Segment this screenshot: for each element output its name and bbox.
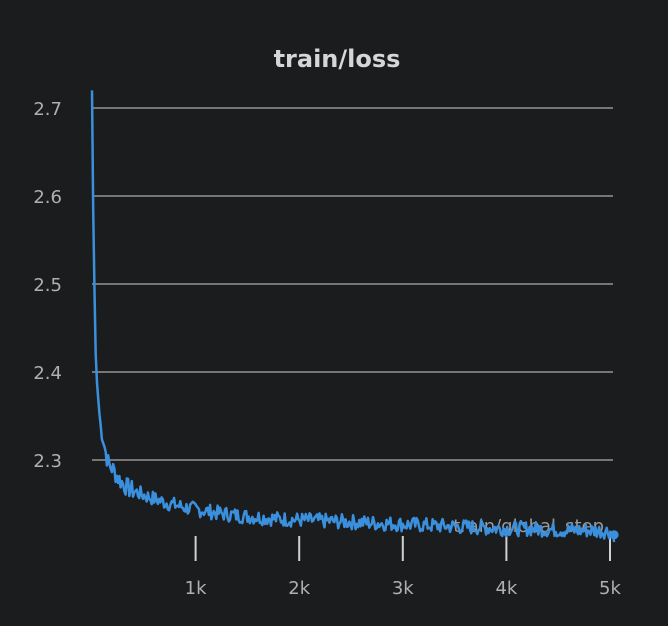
- x-tick-label: 4k: [495, 578, 517, 599]
- y-axis-ticks: 2.3 2.4 2.5 2.6 2.7: [33, 99, 62, 472]
- y-tick-label: 2.6: [33, 187, 62, 208]
- x-tick-label: 2k: [288, 578, 310, 599]
- x-tick-label: 1k: [185, 578, 207, 599]
- x-tick-label: 3k: [392, 578, 414, 599]
- series-line-loss: [90, 90, 616, 543]
- series-end-marker: [609, 530, 619, 540]
- y-tick-label: 2.5: [33, 275, 62, 296]
- grid-lines: [92, 107, 613, 461]
- y-tick-label: 2.4: [33, 363, 62, 384]
- y-tick-label: 2.3: [33, 451, 62, 472]
- x-axis-ticks: 1k 2k 3k 4k 5k: [185, 536, 622, 599]
- chart-title: train/loss: [274, 45, 401, 73]
- y-tick-label: 2.7: [33, 99, 62, 120]
- x-tick-label: 5k: [599, 578, 621, 599]
